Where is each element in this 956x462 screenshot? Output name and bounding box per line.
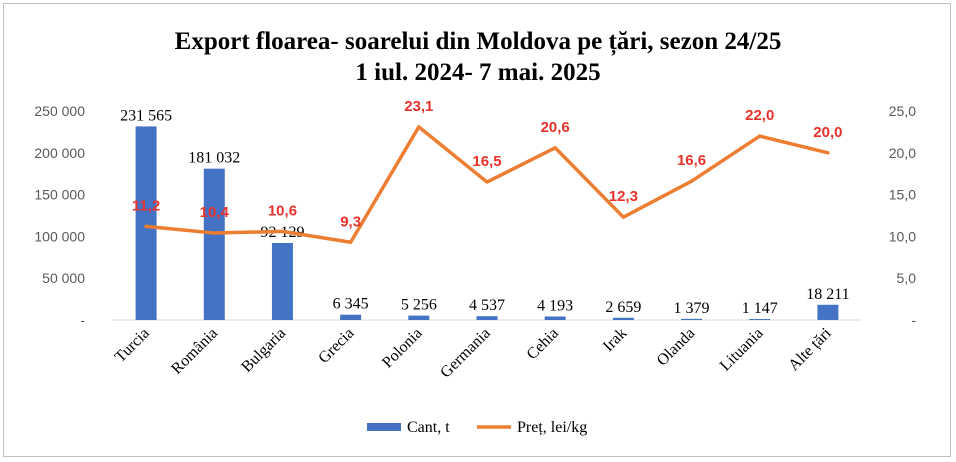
right-axis-tick-label: - bbox=[911, 312, 916, 328]
bar-turcia bbox=[135, 126, 157, 321]
bar-data-label: 4 193 bbox=[537, 297, 573, 314]
category-axis-labels: Turcia România Bulgaria Grecia Polonia German… bbox=[112, 324, 835, 381]
category-label: Alte țări bbox=[785, 324, 835, 374]
price-data-labels: 11,2 10,4 10,6 9,3 23,1 16,5 20,6 12,3 16,6 22,0 2… bbox=[132, 98, 843, 230]
right-axis-tick-label: 10,0 bbox=[889, 228, 916, 244]
price-data-label: 16,6 bbox=[677, 152, 706, 169]
left-axis-tick-label: 200 000 bbox=[34, 145, 85, 161]
left-axis-tick-label: 150 000 bbox=[34, 187, 85, 203]
bar-germania bbox=[476, 316, 498, 320]
right-axis-tick-label: 15,0 bbox=[889, 187, 916, 203]
legend: Cant, t Preț, lei/kg bbox=[367, 419, 587, 436]
price-data-label: 20,0 bbox=[813, 124, 842, 141]
chart-title-line-1: Export floarea- soarelui din Moldova pe … bbox=[174, 28, 782, 55]
price-data-label: 12,3 bbox=[609, 188, 638, 205]
category-label: Germania bbox=[437, 325, 494, 382]
legend-swatch-cant bbox=[367, 423, 401, 431]
bar-olanda bbox=[681, 318, 703, 320]
price-data-label: 23,1 bbox=[404, 98, 433, 115]
category-label: România bbox=[168, 325, 221, 378]
right-axis-tick-label: 5,0 bbox=[897, 270, 917, 286]
bar-data-label: 231 565 bbox=[120, 107, 172, 124]
bar-alte-țări bbox=[817, 304, 839, 320]
price-data-label: 9,3 bbox=[340, 213, 361, 230]
bar-lituania bbox=[749, 319, 771, 320]
category-label: Grecia bbox=[315, 325, 357, 367]
legend-label-pret: Preț, lei/kg bbox=[517, 419, 587, 436]
chart-title-line-2: 1 iul. 2024- 7 mai. 2025 bbox=[355, 59, 601, 86]
price-data-label: 11,2 bbox=[132, 197, 160, 214]
price-data-label: 20,6 bbox=[541, 119, 570, 136]
bar-bulgaria bbox=[271, 242, 293, 320]
price-data-label: 10,6 bbox=[268, 202, 297, 219]
left-axis-tick-label: 250 000 bbox=[34, 103, 85, 119]
bar-data-label: 5 256 bbox=[401, 297, 437, 314]
bar-data-label: 4 537 bbox=[469, 297, 505, 314]
bar-data-label: 18 211 bbox=[806, 286, 849, 303]
price-data-label: 22,0 bbox=[745, 107, 774, 124]
legend-label-cant: Cant, t bbox=[407, 419, 450, 436]
price-line bbox=[144, 125, 830, 245]
category-label: Turcia bbox=[112, 325, 153, 366]
category-label: Bulgaria bbox=[238, 325, 289, 376]
bar-data-label: 1 147 bbox=[742, 300, 778, 317]
bar-grecia bbox=[340, 314, 362, 320]
bar-românia bbox=[203, 168, 225, 320]
chart-frame bbox=[3, 3, 951, 457]
right-axis-tick-label: 25,0 bbox=[889, 103, 916, 119]
right-axis-tick-label: 20,0 bbox=[889, 145, 916, 161]
category-label: Lituania bbox=[717, 325, 767, 375]
bar-polonia bbox=[408, 315, 430, 320]
bar-data-label: 2 659 bbox=[605, 299, 641, 316]
category-label: Olanda bbox=[654, 325, 699, 370]
price-data-label: 16,5 bbox=[472, 153, 501, 170]
left-axis-tick-label: 50 000 bbox=[42, 270, 85, 286]
left-axis-tick-label: - bbox=[80, 312, 85, 328]
bar-data-label: 1 379 bbox=[674, 300, 710, 317]
category-label: Polonia bbox=[379, 325, 426, 372]
bar-cehia bbox=[544, 316, 566, 320]
price-data-label: 10,4 bbox=[200, 204, 230, 221]
category-label: Cehia bbox=[524, 325, 562, 363]
bar-data-label: 6 345 bbox=[333, 296, 369, 313]
left-axis: - 50 000 100 000 150 000 200 000 250 000 bbox=[34, 103, 85, 328]
chart-title: Export floarea- soarelui din Moldova pe … bbox=[0, 26, 956, 88]
bar-data-label: 181 032 bbox=[188, 150, 240, 167]
right-axis: - 5,0 10,0 15,0 20,0 25,0 bbox=[889, 103, 917, 328]
bar-series bbox=[135, 126, 839, 321]
category-label: Irak bbox=[600, 325, 630, 355]
left-axis-tick-label: 100 000 bbox=[34, 228, 85, 244]
bar-irak bbox=[612, 317, 634, 320]
price-line-series bbox=[144, 125, 830, 245]
